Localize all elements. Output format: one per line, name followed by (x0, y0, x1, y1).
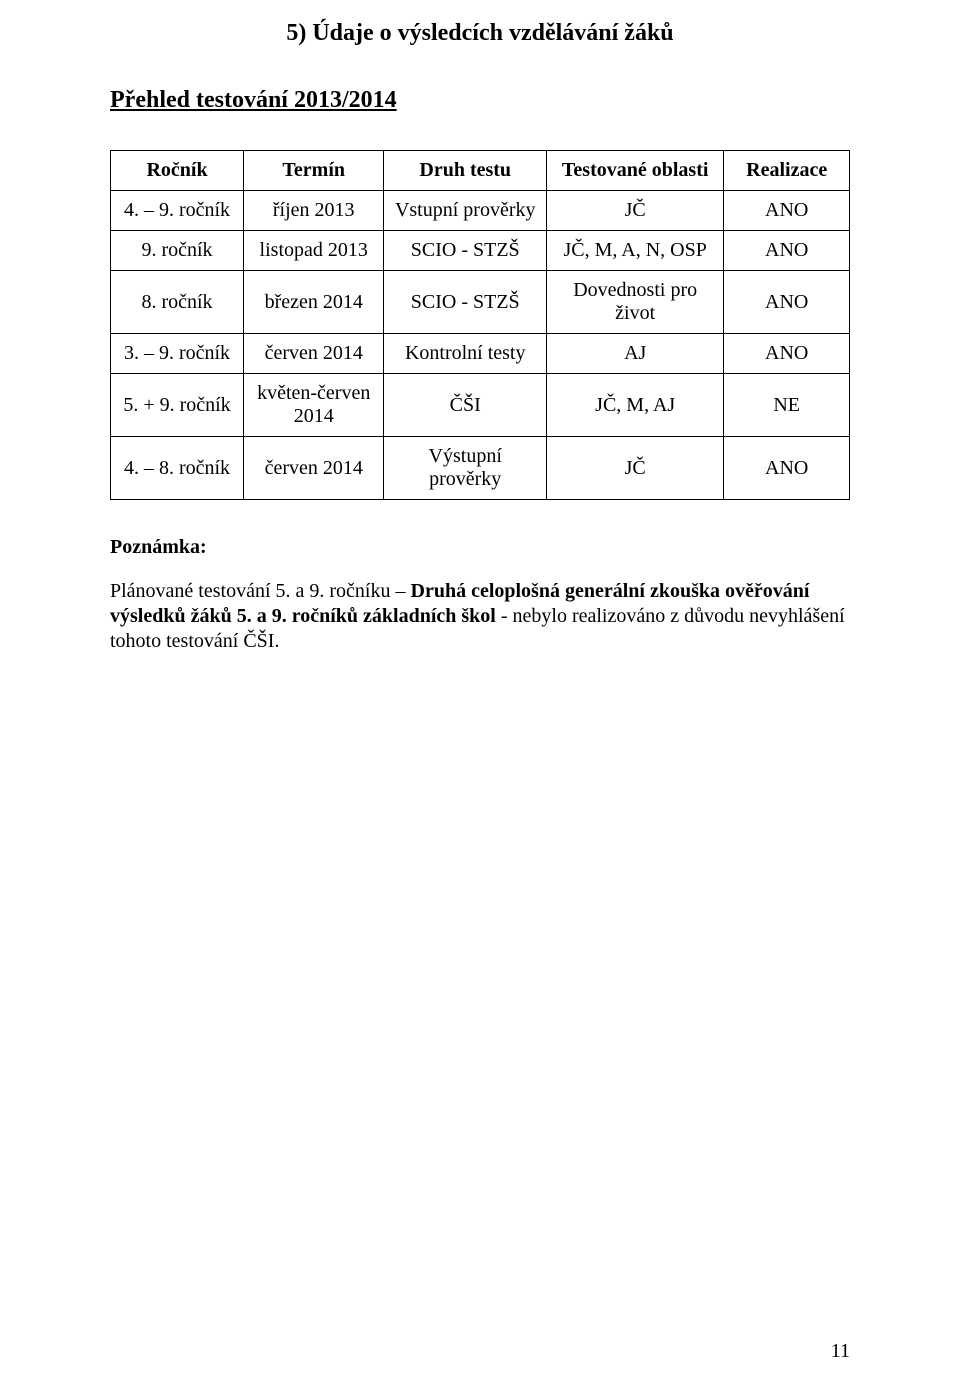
cell-testovane-oblasti: Dovednosti pro život (547, 271, 724, 334)
testing-overview-table: Ročník Termín Druh testu Testované oblas… (110, 150, 850, 500)
cell-testovane-oblasti: JČ, M, AJ (547, 374, 724, 437)
note-heading: Poznámka: (110, 536, 850, 559)
cell-realizace: ANO (724, 191, 850, 231)
cell-termin: březen 2014 (244, 271, 384, 334)
note-body: Plánované testování 5. a 9. ročníku – Dr… (110, 579, 850, 654)
cell-druh-testu: SCIO - STZŠ (384, 271, 547, 334)
section-title: 5) Údaje o výsledcích vzdělávání žáků (110, 20, 850, 47)
note-part1: Plánované testování 5. a 9. ročníku – (110, 580, 411, 602)
col-header-rocnik: Ročník (111, 151, 244, 191)
col-header-testovane-oblasti: Testované oblasti (547, 151, 724, 191)
col-header-druh-testu: Druh testu (384, 151, 547, 191)
cell-rocnik: 8. ročník (111, 271, 244, 334)
table-row: 3. – 9. ročník červen 2014 Kontrolní tes… (111, 334, 850, 374)
cell-testovane-oblasti: AJ (547, 334, 724, 374)
table-row: 5. + 9. ročník květen-červen 2014 ČŠI JČ… (111, 374, 850, 437)
table-row: 9. ročník listopad 2013 SCIO - STZŠ JČ, … (111, 231, 850, 271)
table-row: 4. – 9. ročník říjen 2013 Vstupní prověr… (111, 191, 850, 231)
subsection-title: Přehled testování 2013/2014 (110, 87, 850, 114)
cell-rocnik: 4. – 9. ročník (111, 191, 244, 231)
cell-druh-testu: Kontrolní testy (384, 334, 547, 374)
col-header-termin: Termín (244, 151, 384, 191)
table-row: 4. – 8. ročník červen 2014 Výstupní prov… (111, 437, 850, 500)
table-row: 8. ročník březen 2014 SCIO - STZŠ Dovedn… (111, 271, 850, 334)
cell-testovane-oblasti: JČ, M, A, N, OSP (547, 231, 724, 271)
cell-realizace: ANO (724, 271, 850, 334)
cell-rocnik: 9. ročník (111, 231, 244, 271)
cell-testovane-oblasti: JČ (547, 437, 724, 500)
cell-termin: červen 2014 (244, 334, 384, 374)
cell-realizace: ANO (724, 231, 850, 271)
table-header-row: Ročník Termín Druh testu Testované oblas… (111, 151, 850, 191)
cell-termin: květen-červen 2014 (244, 374, 384, 437)
cell-termin: listopad 2013 (244, 231, 384, 271)
cell-rocnik: 4. – 8. ročník (111, 437, 244, 500)
cell-druh-testu: SCIO - STZŠ (384, 231, 547, 271)
cell-termin: říjen 2013 (244, 191, 384, 231)
cell-termin: červen 2014 (244, 437, 384, 500)
cell-rocnik: 5. + 9. ročník (111, 374, 244, 437)
cell-testovane-oblasti: JČ (547, 191, 724, 231)
cell-realizace: ANO (724, 334, 850, 374)
page-number: 11 (831, 1340, 850, 1363)
cell-druh-testu: ČŠI (384, 374, 547, 437)
cell-druh-testu: Vstupní prověrky (384, 191, 547, 231)
cell-realizace: ANO (724, 437, 850, 500)
cell-rocnik: 3. – 9. ročník (111, 334, 244, 374)
cell-druh-testu: Výstupní prověrky (384, 437, 547, 500)
document-page: 5) Údaje o výsledcích vzdělávání žáků Př… (0, 0, 960, 1387)
col-header-realizace: Realizace (724, 151, 850, 191)
cell-realizace: NE (724, 374, 850, 437)
